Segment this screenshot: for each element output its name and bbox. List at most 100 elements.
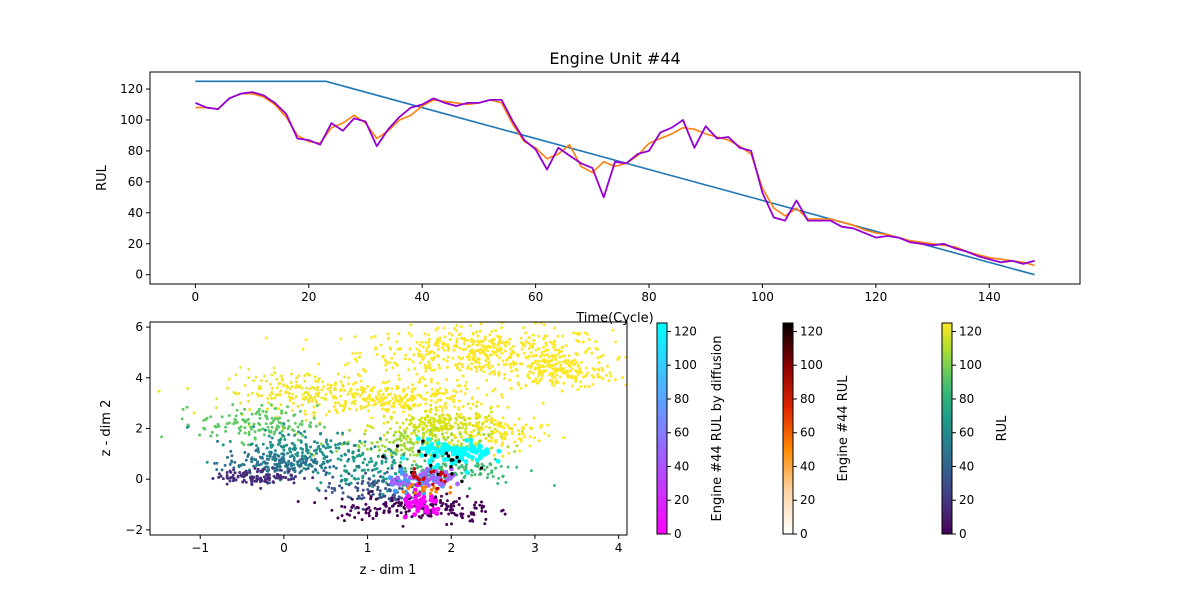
scatter-point: [468, 417, 472, 420]
scatter-point: [583, 331, 587, 335]
scatter-point: [559, 366, 562, 370]
scatter-point: [314, 448, 318, 452]
scatter-point: [390, 464, 394, 468]
scatter-point: [288, 387, 292, 391]
scatter-point: [424, 384, 427, 388]
scatter-point: [517, 432, 521, 436]
scatter-point: [516, 374, 519, 378]
scatter-point: [364, 471, 367, 475]
scatter-point: [456, 423, 460, 427]
scatter-point: [430, 475, 435, 481]
scatter-point: [493, 427, 497, 431]
scatter-point: [282, 448, 286, 452]
scatter-point: [312, 416, 316, 420]
scatter-point: [238, 471, 242, 474]
scatter-point: [258, 478, 262, 482]
scatter-point: [215, 433, 219, 437]
scatter-point: [450, 511, 454, 515]
scatter-point: [512, 360, 516, 364]
scatter-point: [384, 381, 388, 385]
scatter-point: [272, 432, 276, 436]
scatter-point: [281, 379, 285, 382]
scatter-point: [524, 331, 528, 335]
scatter-point: [304, 458, 308, 462]
scatter-point: [529, 469, 533, 473]
scatter-point: [510, 427, 514, 430]
scatter-point: [493, 342, 497, 346]
scatter-point: [363, 397, 367, 401]
scatter-point: [587, 385, 591, 388]
scatter-point: [409, 440, 413, 444]
scatter-point: [278, 431, 282, 435]
scatter-point: [474, 500, 478, 504]
scatter-point: [446, 435, 450, 439]
scatter-point: [282, 452, 285, 456]
scatter-point: [607, 379, 611, 383]
scatter-point: [474, 414, 478, 418]
scatter-point: [423, 416, 427, 420]
scatter-point: [457, 503, 461, 507]
scatter-point: [395, 363, 399, 367]
scatter-point: [293, 421, 297, 425]
scatter-point: [472, 449, 478, 454]
scatter-point: [437, 481, 443, 486]
scatter-point: [275, 377, 279, 381]
scatter-point: [326, 383, 330, 386]
scatter-point: [225, 482, 229, 486]
scatter-point: [383, 358, 387, 362]
scatter-point: [538, 368, 542, 372]
scatter-point: [562, 371, 566, 375]
scatter-point: [250, 456, 254, 460]
scatter-point: [542, 323, 546, 327]
scatter-point: [236, 474, 240, 478]
scatter-point: [276, 473, 280, 477]
scatter-point: [369, 447, 373, 451]
scatter-point: [501, 359, 505, 363]
scatter-point: [627, 368, 630, 371]
scatter-point: [398, 464, 402, 468]
scatter-point: [224, 425, 228, 429]
scatter-point: [496, 430, 499, 433]
scatter-point: [419, 453, 424, 458]
scatter-point: [443, 404, 447, 408]
scatter-point: [366, 468, 370, 472]
colorbar-tick-label: 120: [674, 324, 697, 338]
scatter-point: [297, 463, 301, 467]
scatter-point: [354, 357, 357, 361]
scatter-point: [382, 433, 386, 437]
scatter-point: [227, 414, 231, 418]
scatter-point: [567, 354, 571, 357]
scatter-point: [291, 428, 294, 432]
scatter-point: [293, 413, 297, 417]
scatter-point: [339, 337, 343, 341]
scatter-point: [406, 386, 410, 390]
scatter-point: [214, 406, 218, 410]
scatter-point: [287, 425, 291, 428]
scatter-points-group: [157, 322, 630, 528]
scatter-point: [414, 463, 418, 467]
scatter-point: [534, 322, 537, 325]
scatter-point: [361, 461, 365, 465]
scatter-point: [557, 360, 561, 364]
scatter-point: [522, 326, 526, 330]
scatter-point: [266, 469, 270, 473]
scatter-point: [365, 447, 369, 451]
scatter-point: [533, 379, 537, 383]
scatter-point: [309, 445, 313, 449]
scatter-point: [575, 353, 579, 357]
scatter-point: [485, 378, 489, 382]
scatter-point: [457, 362, 461, 366]
scatter-point: [496, 334, 500, 338]
scatter-point: [301, 434, 305, 438]
scatter-point: [355, 388, 359, 392]
scatter-point: [325, 471, 328, 475]
scatter-point: [231, 476, 235, 480]
scatter-point: [235, 420, 239, 424]
scatter-point: [547, 434, 551, 438]
scatter-point: [596, 356, 600, 360]
scatter-point: [283, 471, 287, 474]
scatter-point: [404, 437, 408, 441]
scatter-x-tick-label: 3: [531, 541, 539, 555]
scatter-point: [519, 386, 523, 390]
scatter-point: [315, 404, 319, 408]
